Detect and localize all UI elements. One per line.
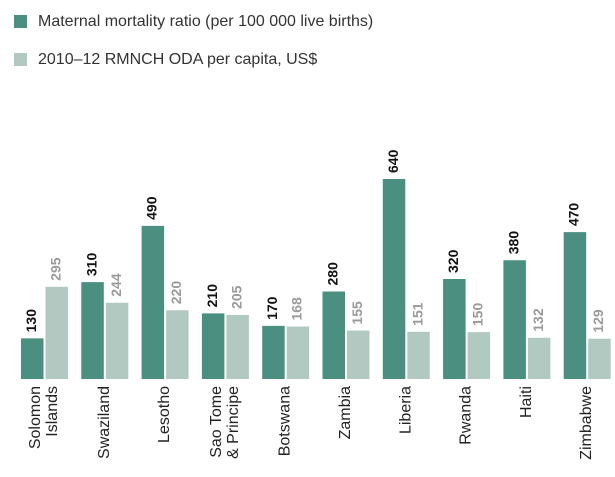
x-tick-label: Swaziland — [96, 386, 113, 459]
bar — [286, 326, 310, 379]
legend-label: 2010–12 RMNCH ODA per capita, US$ — [38, 51, 317, 68]
bar — [226, 314, 249, 379]
bar — [347, 330, 370, 379]
bar — [322, 291, 345, 379]
value-label: 380 — [505, 231, 521, 255]
value-label: 640 — [385, 149, 401, 173]
legend-swatch — [14, 53, 27, 66]
bar — [443, 279, 466, 379]
x-tick-label: Rwanda — [458, 386, 475, 445]
value-label: 132 — [530, 308, 546, 332]
x-tick-label: Zambia — [337, 386, 354, 439]
bar — [105, 302, 129, 379]
value-label: 130 — [23, 309, 39, 333]
value-label: 151 — [409, 302, 425, 326]
value-label: 320 — [445, 249, 461, 273]
bar — [81, 282, 104, 379]
bar — [201, 313, 225, 379]
x-tick-label: Sao Tome& Principe — [208, 386, 242, 459]
value-label: 205 — [228, 285, 244, 309]
bar — [407, 331, 430, 379]
x-tick-label: SolomonIslands — [27, 386, 61, 449]
value-label: 470 — [566, 203, 582, 227]
bar — [262, 325, 285, 379]
value-label: 490 — [144, 196, 160, 220]
bar — [467, 332, 491, 379]
bar — [141, 225, 165, 379]
value-label: 150 — [470, 303, 486, 327]
bar — [382, 179, 406, 379]
value-label: 220 — [168, 281, 184, 305]
legend-label: Maternal mortality ratio (per 100 000 li… — [38, 13, 373, 30]
x-tick-label: Zimbabwe — [578, 386, 595, 460]
value-label: 129 — [590, 309, 606, 333]
legend-swatch — [14, 15, 27, 28]
value-label: 170 — [264, 296, 280, 320]
value-label: 155 — [349, 301, 365, 325]
x-tick-label: Botswana — [277, 386, 294, 456]
bar — [503, 260, 526, 379]
bar — [527, 337, 551, 379]
x-tick-label: Liberia — [398, 386, 415, 434]
bar — [166, 310, 189, 379]
x-tick-label: Lesotho — [156, 386, 173, 443]
bar — [21, 338, 44, 379]
value-label: 244 — [108, 273, 124, 297]
value-label: 280 — [324, 262, 340, 286]
bar — [563, 232, 587, 379]
bar — [45, 286, 68, 379]
value-label: 210 — [204, 284, 220, 308]
bar — [588, 338, 611, 379]
x-tick-label: Haiti — [518, 386, 535, 418]
value-label: 295 — [47, 257, 63, 281]
value-label: 168 — [289, 297, 305, 321]
value-label: 310 — [83, 253, 99, 277]
